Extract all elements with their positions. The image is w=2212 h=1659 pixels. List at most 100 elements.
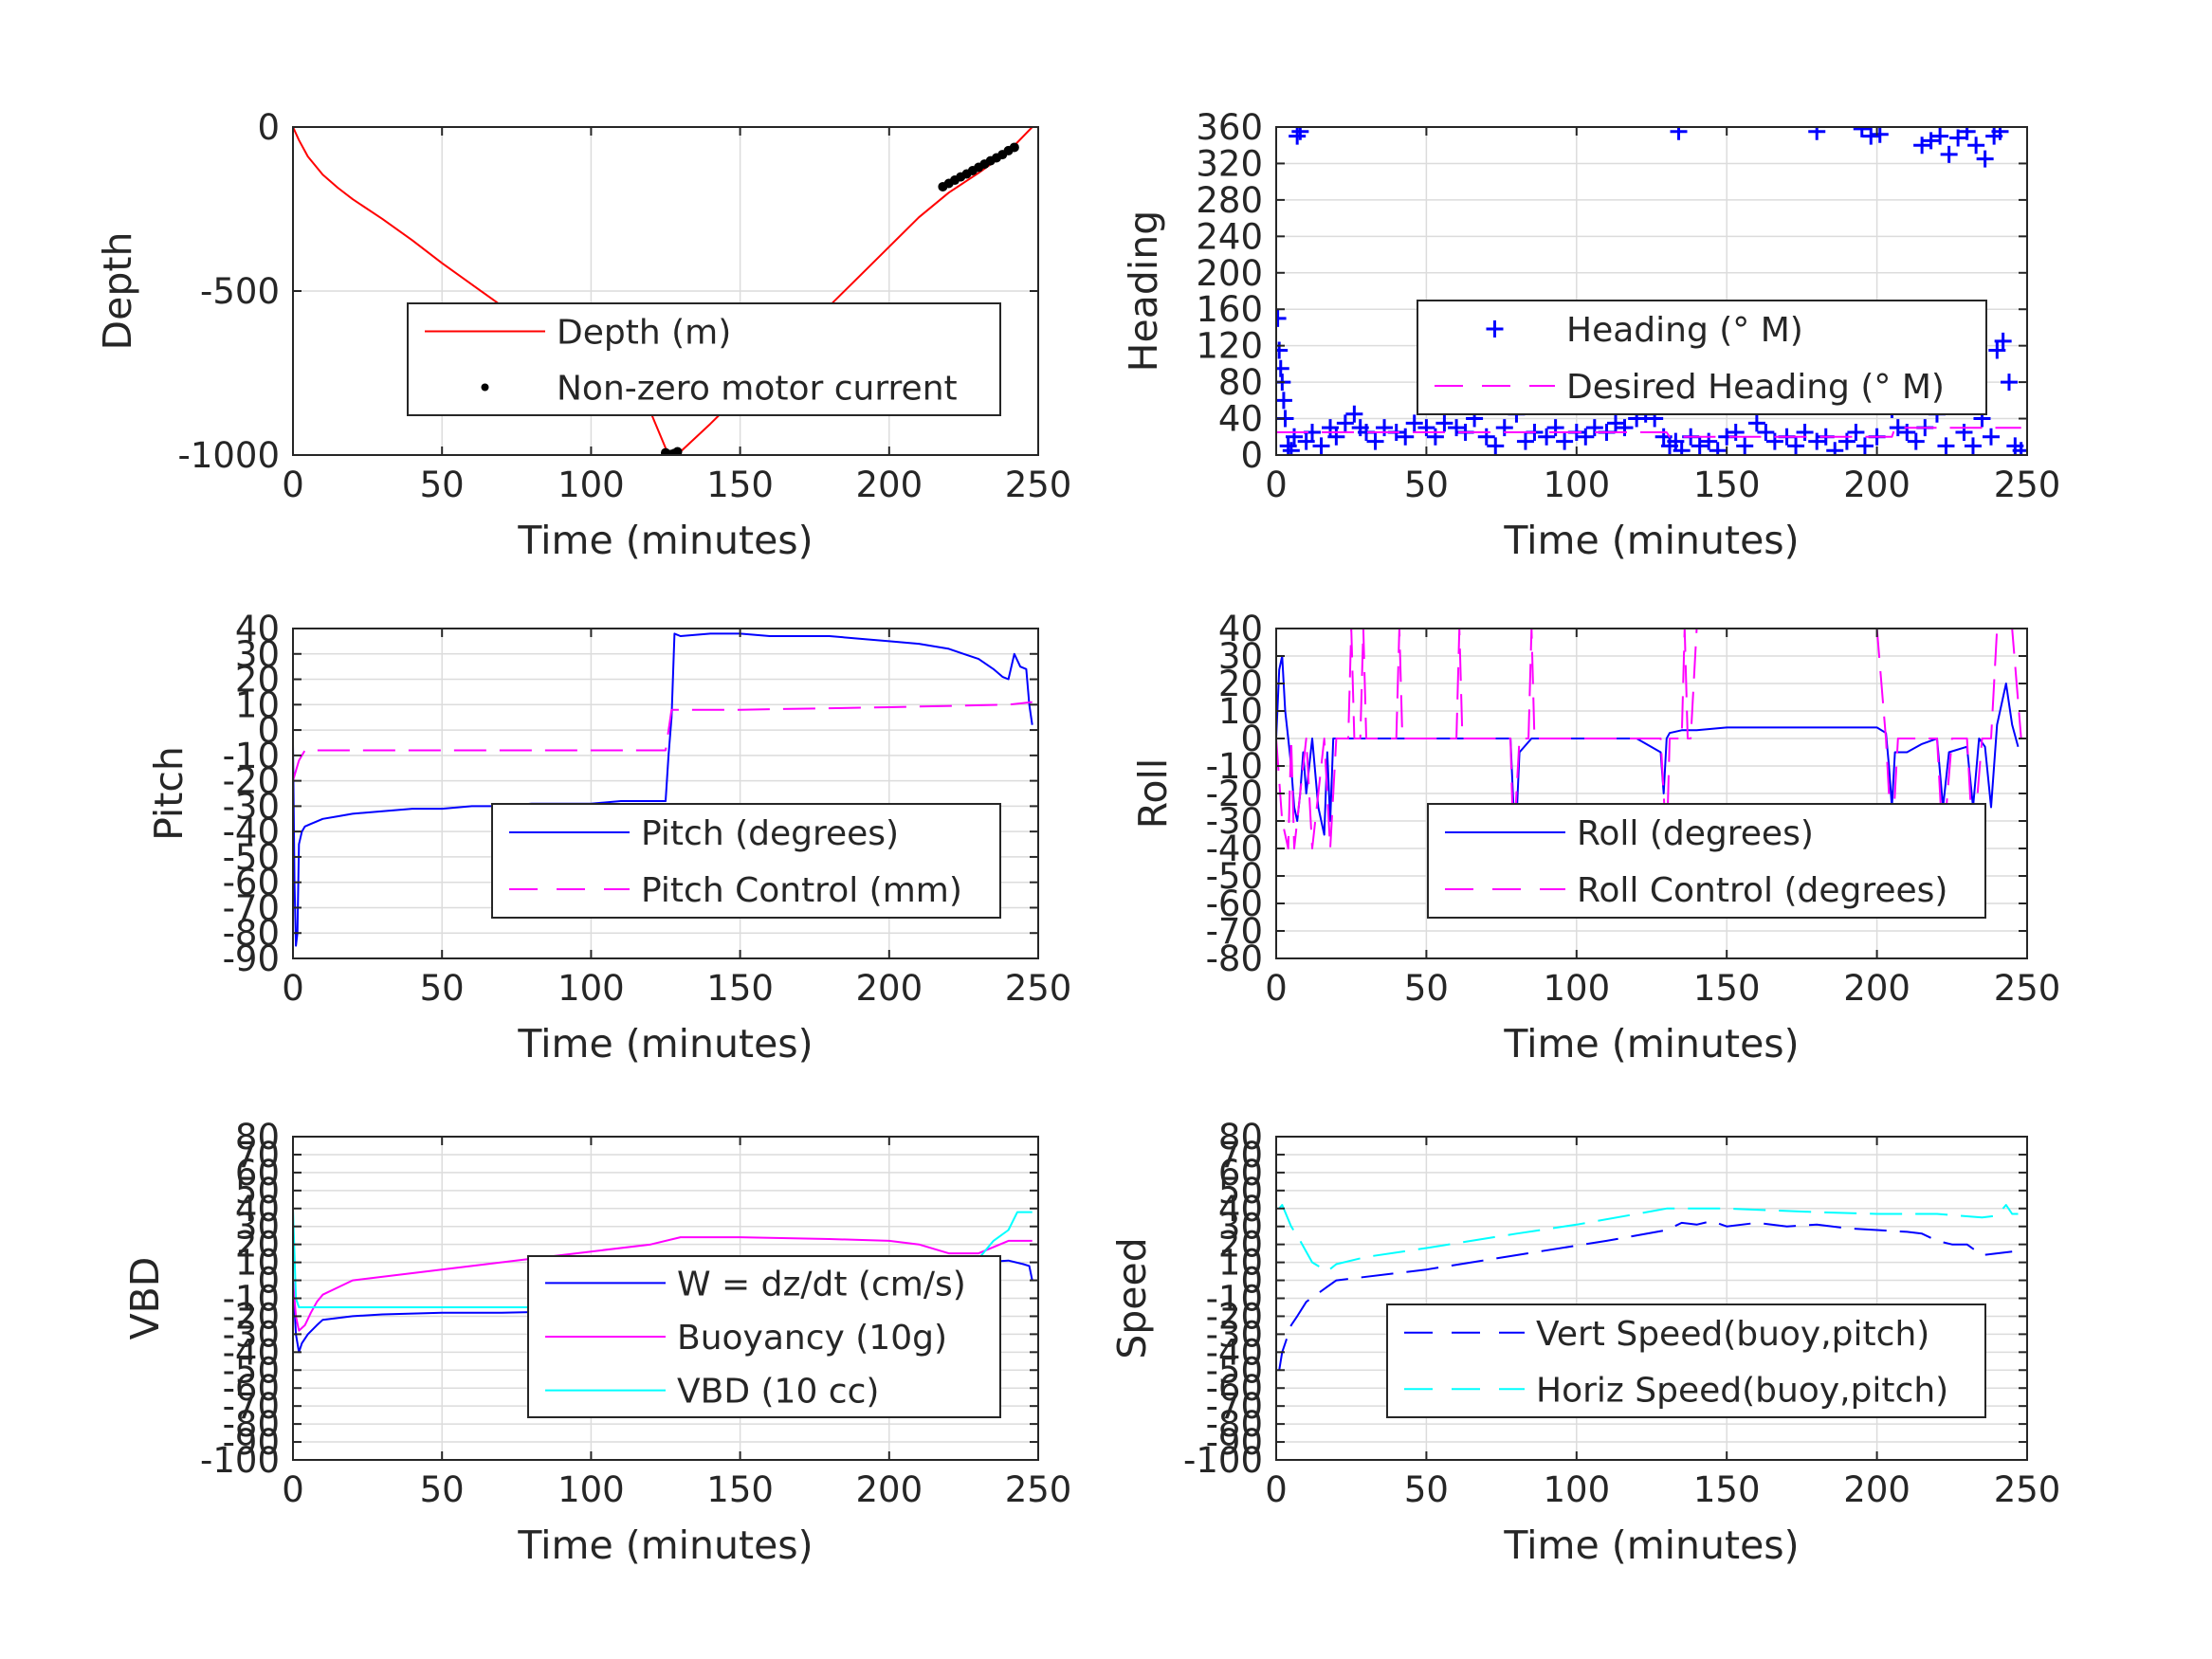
heading-point: [2000, 374, 2018, 392]
x-tick-label: 150: [706, 465, 774, 505]
heading-point: [1994, 332, 2012, 350]
heading-point: [1397, 428, 1415, 446]
x-axis-label: Time (minutes): [1503, 518, 1799, 563]
x-tick-label: 250: [1994, 968, 2061, 1009]
x-tick-label: 0: [282, 968, 304, 1009]
heading-point: [1312, 437, 1330, 455]
heading-point: [1940, 145, 1958, 163]
heading-point: [1556, 432, 1574, 450]
y-tick-label: -50: [223, 837, 280, 878]
y-tick-label: -1000: [177, 435, 280, 476]
y-tick-label: 360: [1196, 107, 1263, 148]
x-axis-label: Time (minutes): [517, 1522, 813, 1568]
legend-swatch: [481, 383, 489, 392]
legend-label: Non-zero motor current: [557, 370, 958, 409]
y-tick-label: -60: [223, 863, 280, 903]
heading-point: [1907, 432, 1925, 450]
plot-area: [1278, 1204, 2019, 1371]
x-tick-label: 0: [282, 1469, 304, 1510]
heading-point: [1616, 419, 1634, 437]
legend: Depth (m) Non-zero motor current: [407, 302, 1001, 416]
y-tick-label: -40: [1206, 829, 1263, 869]
heading-point: [1757, 423, 1775, 441]
legend-label: Buoyancy (10g): [677, 1319, 947, 1358]
y-tick-label: 10: [1218, 1243, 1263, 1284]
x-tick-label: 200: [1843, 465, 1910, 505]
series-line-2: [293, 701, 1033, 781]
y-tick-label: -80: [223, 1404, 280, 1445]
y-tick-label: 20: [235, 660, 280, 701]
y-tick-label: -100: [1183, 1440, 1263, 1481]
y-tick-label: 280: [1196, 180, 1263, 221]
heading-point: [1667, 432, 1685, 450]
y-tick-label: -10: [223, 1279, 280, 1320]
heading-point: [1276, 309, 1287, 327]
y-tick-label: 40: [235, 609, 280, 649]
heading-point: [1991, 127, 2009, 140]
legend: Vert Speed(buoy,pitch) Horiz Speed(buoy,p…: [1386, 1304, 1986, 1418]
y-tick-label: -20: [223, 1296, 280, 1337]
x-tick-label: 50: [1404, 1469, 1449, 1510]
heading-point: [1435, 414, 1453, 432]
y-tick-label: -50: [1206, 856, 1263, 897]
heading-point: [1898, 423, 1916, 441]
y-tick-label: -80: [223, 913, 280, 954]
heading-point: [1747, 414, 1765, 432]
y-tick-label: 200: [1196, 253, 1263, 294]
y-tick-label: -30: [223, 1314, 280, 1355]
y-tick-label: -500: [200, 271, 280, 312]
x-tick-label: 150: [706, 1469, 774, 1510]
heading-point: [1931, 127, 1949, 145]
y-tick-label: -70: [1206, 1386, 1263, 1427]
y-tick-label: -90: [223, 1422, 280, 1463]
subplot-3-pitch: 0 50 100 150 200 250403020100-10-20-30-40-50-…: [146, 609, 1071, 1066]
y-tick-label: 0: [1240, 1261, 1263, 1302]
heading-point: [1982, 428, 2000, 446]
heading-point: [1448, 419, 1466, 437]
y-axis-label: Roll: [1130, 758, 1176, 830]
y-tick-label: 30: [235, 634, 280, 675]
y-tick-label: -50: [1206, 1350, 1263, 1391]
heading-point: [1862, 127, 1880, 145]
y-tick-label: -90: [1206, 1422, 1263, 1463]
heading-point: [1922, 132, 1940, 150]
y-tick-label: -50: [223, 1350, 280, 1391]
heading-point: [1516, 432, 1534, 450]
y-tick-label: 40: [1218, 399, 1263, 440]
heading-point: [1955, 423, 1973, 441]
y-tick-label: 0: [257, 107, 280, 148]
y-tick-label: 70: [1218, 1135, 1263, 1176]
y-tick-label: 0: [257, 1261, 280, 1302]
x-tick-label: 0: [1265, 968, 1288, 1009]
y-tick-label: 80: [1218, 1117, 1263, 1158]
y-axis-label: Depth: [95, 232, 140, 351]
y-tick-label: 160: [1196, 289, 1263, 330]
y-tick-label: -20: [1206, 774, 1263, 814]
y-tick-label: 10: [235, 1243, 280, 1284]
x-tick-label: 250: [1994, 465, 2061, 505]
heading-point: [1787, 437, 1805, 455]
heading-point: [1282, 442, 1300, 455]
heading-point: [1976, 150, 1994, 168]
series-line-1: [1278, 1220, 2013, 1371]
series-line-2: [1276, 427, 2021, 438]
heading-point: [1376, 419, 1394, 437]
legend-label: Vert Speed(buoy,pitch): [1536, 1315, 1929, 1354]
y-tick-label: -10: [223, 736, 280, 776]
heading-point: [1327, 428, 1345, 446]
x-tick-label: 150: [1693, 465, 1761, 505]
legend-label: Heading (° M): [1566, 311, 1803, 350]
y-tick-label: -20: [223, 761, 280, 802]
y-tick-label: -40: [223, 811, 280, 852]
plot-area: [1276, 629, 2022, 849]
x-axis-label: Time (minutes): [1503, 1021, 1799, 1066]
motor-current-point: [1009, 142, 1019, 153]
heading-point: [1913, 137, 1931, 155]
legend-label: Desired Heading (° M): [1566, 368, 1945, 407]
x-tick-label: 200: [855, 1469, 923, 1510]
heading-point: [1487, 437, 1505, 455]
heading-point: [1796, 423, 1814, 441]
x-tick-label: 200: [1843, 1469, 1910, 1510]
legend: Heading (° M) Desired Heading (° M): [1417, 300, 1987, 415]
